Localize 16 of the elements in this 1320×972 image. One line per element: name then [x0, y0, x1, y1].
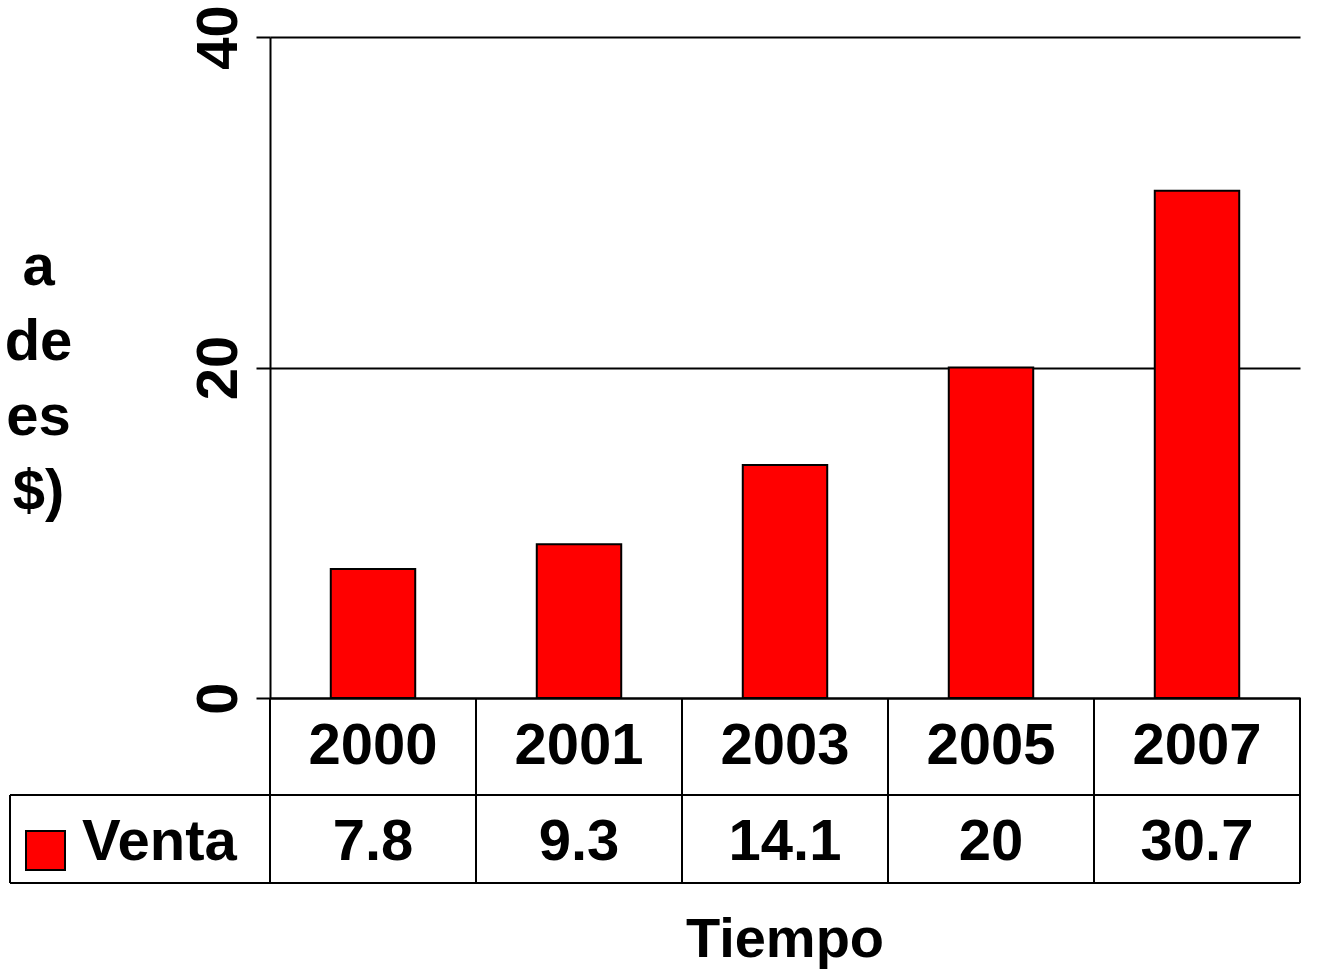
data-label: 20 — [958, 807, 1024, 872]
data-label: 30.7 — [1140, 807, 1254, 872]
x-tick-label: 2007 — [1132, 710, 1262, 776]
y-tick-label: 40 — [183, 5, 249, 70]
y-tick-label: 0 — [183, 682, 249, 715]
x-axis-title: Tiempo — [685, 906, 885, 969]
data-label: 7.8 — [332, 807, 414, 872]
data-label: 14.1 — [728, 807, 842, 872]
x-tick-label: 2005 — [926, 710, 1056, 776]
y-tick-label: 20 — [183, 335, 249, 401]
x-tick-label: 2003 — [720, 710, 850, 776]
legend-label: Venta — [82, 807, 238, 872]
x-tick-label: 2001 — [514, 710, 644, 776]
y-axis-title: a de es $) — [4, 232, 73, 522]
data-label: 9.3 — [538, 807, 620, 872]
x-tick-label: 2000 — [308, 710, 438, 776]
